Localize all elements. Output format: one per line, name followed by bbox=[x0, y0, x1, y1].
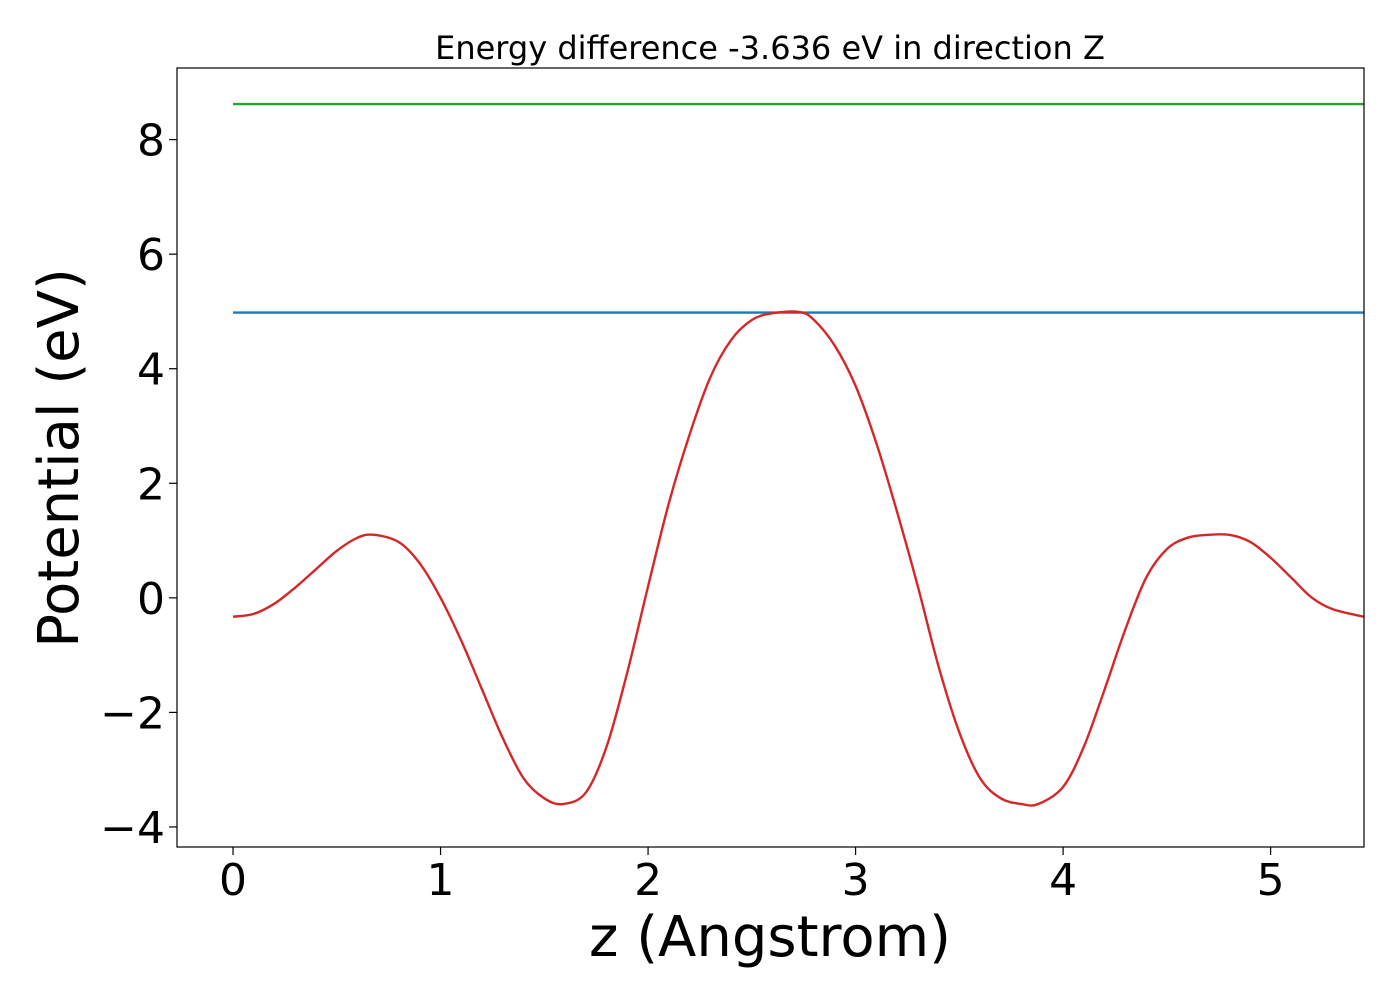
y-tick-label: 0 bbox=[137, 574, 165, 625]
plot-frame bbox=[176, 67, 1365, 848]
x-axis-label: z (Angstrom) bbox=[589, 905, 951, 970]
x-tick-label: 1 bbox=[427, 855, 455, 906]
chart-title: Energy difference -3.636 eV in direction… bbox=[435, 29, 1105, 67]
axis-ticks: 0 1 2 3 4 5 −4 −2 0 2 4 6 8 bbox=[100, 116, 1284, 906]
y-axis-label: Potential (eV) bbox=[27, 268, 92, 648]
x-tick-label: 4 bbox=[1049, 855, 1077, 906]
y-tick-label: 6 bbox=[137, 230, 165, 281]
series-line-2 bbox=[232, 310, 1365, 807]
y-tick-label: 2 bbox=[137, 459, 165, 510]
plot-series bbox=[232, 102, 1365, 807]
y-tick-label: −4 bbox=[100, 803, 165, 854]
x-tick-label: 2 bbox=[634, 855, 662, 906]
x-tick-label: 5 bbox=[1257, 855, 1285, 906]
y-tick-label: 4 bbox=[137, 345, 165, 396]
x-tick-label: 3 bbox=[842, 855, 870, 906]
y-tick-label: −2 bbox=[100, 688, 165, 739]
y-tick-label: 8 bbox=[137, 116, 165, 167]
x-tick-label: 0 bbox=[219, 855, 247, 906]
